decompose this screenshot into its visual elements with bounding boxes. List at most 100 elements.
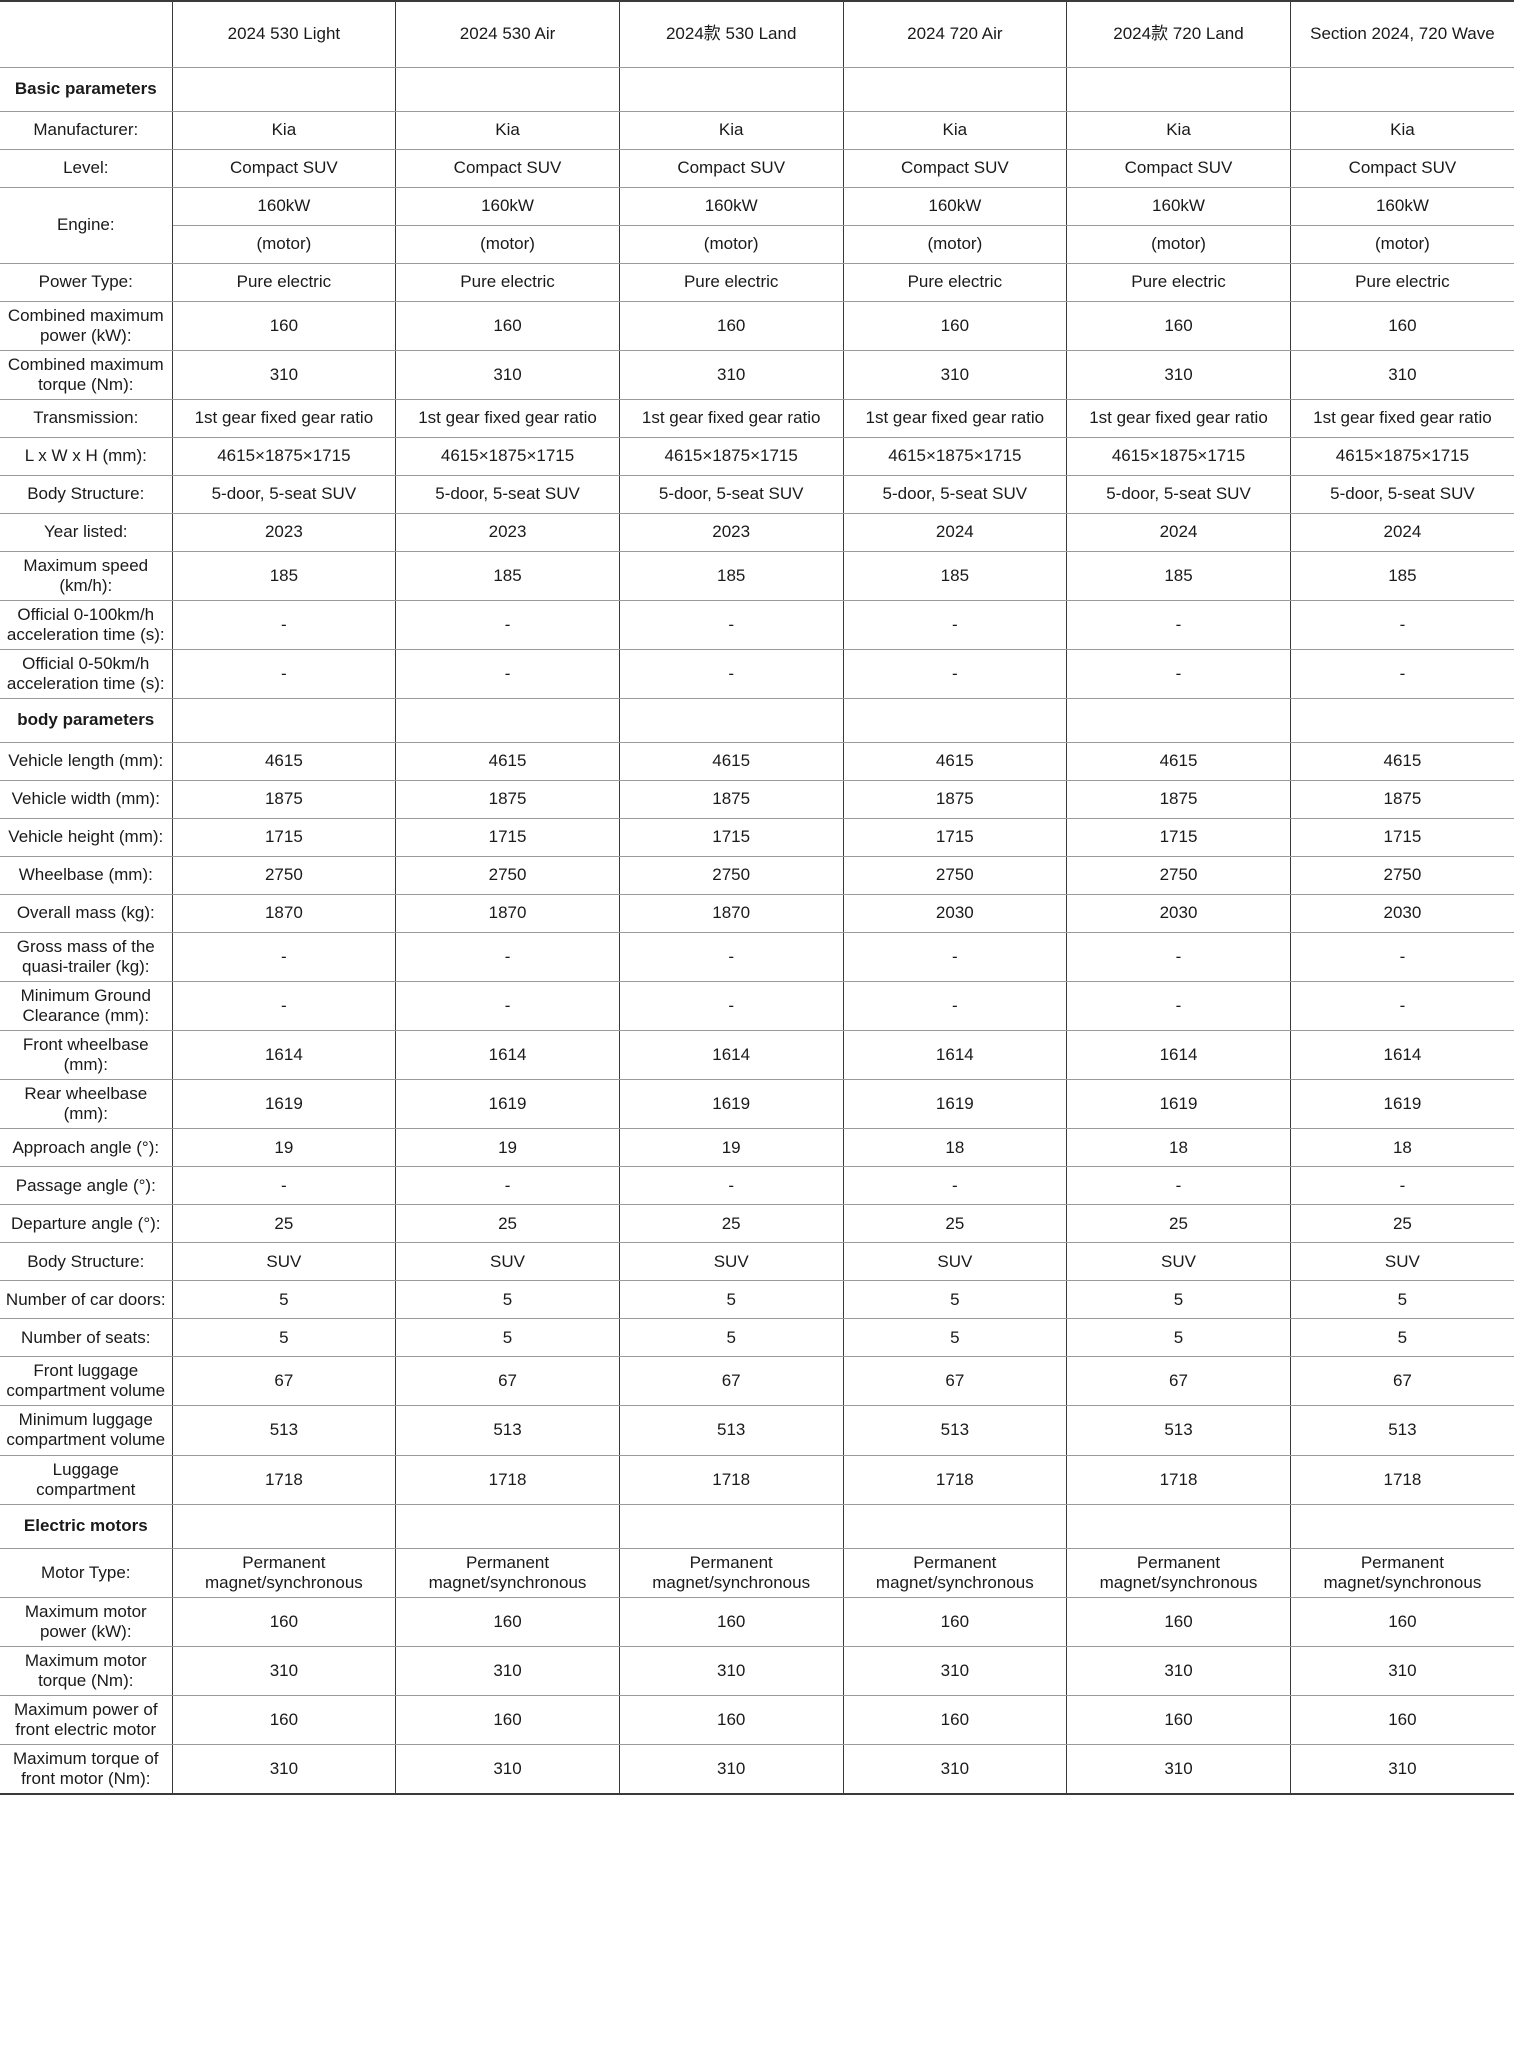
cell-r10-c5: 2024 <box>1066 513 1291 552</box>
cell-r31-c1: 1718 <box>172 1455 397 1505</box>
cell-r7-c2: 1st gear fixed gear ratio <box>395 399 620 438</box>
section-empty-cell <box>395 67 620 112</box>
table-row: Combined maximum power (kW): 160 160 160 160… <box>0 301 1514 351</box>
cell-engine-type-3: (motor) <box>619 225 844 264</box>
cell-r29-c6: 67 <box>1290 1356 1514 1407</box>
cell-r20-c6: - <box>1290 981 1514 1032</box>
cell-r4-c2: Pure electric <box>395 263 620 302</box>
cell-r8-c2: 4615×1875×1715 <box>395 437 620 476</box>
cell-r21-c3: 1614 <box>619 1030 844 1081</box>
table-row: Departure angle (°): 25 25 25 25 25 25 <box>0 1204 1514 1244</box>
cell-r36-c6: 310 <box>1290 1744 1514 1795</box>
cell-r8-c5: 4615×1875×1715 <box>1066 437 1291 476</box>
cell-r35-c5: 160 <box>1066 1695 1291 1746</box>
cell-r29-c1: 67 <box>172 1356 397 1407</box>
section-empty-cell <box>1066 67 1291 112</box>
cell-r18-c5: 2030 <box>1066 894 1291 933</box>
cell-engine-type-1: (motor) <box>172 225 397 264</box>
cell-r8-c3: 4615×1875×1715 <box>619 437 844 476</box>
row-label: Body Structure: <box>0 1242 173 1282</box>
section-empty-cell <box>1066 1504 1291 1549</box>
section-title-basic: Basic parameters <box>0 67 173 112</box>
cell-r4-c1: Pure electric <box>172 263 397 302</box>
table-row: Body Structure: SUV SUV SUV SUV SUV SUV <box>0 1242 1514 1282</box>
cell-r9-c2: 5-door, 5-seat SUV <box>395 475 620 514</box>
table-corner-cell <box>0 1 173 68</box>
cell-r35-c6: 160 <box>1290 1695 1514 1746</box>
cell-r8-c4: 4615×1875×1715 <box>843 437 1068 476</box>
cell-r10-c4: 2024 <box>843 513 1068 552</box>
cell-r16-c1: 1715 <box>172 818 397 857</box>
cell-r19-c4: - <box>843 932 1068 983</box>
cell-r33-c2: 160 <box>395 1597 620 1647</box>
cell-r26-c3: SUV <box>619 1242 844 1282</box>
table-row: Vehicle width (mm): 1875 1875 1875 1875 1875 1… <box>0 780 1514 819</box>
cell-r18-c6: 2030 <box>1290 894 1514 933</box>
cell-r15-c5: 1875 <box>1066 780 1291 819</box>
cell-r12-c5: - <box>1066 600 1291 650</box>
cell-r4-c5: Pure electric <box>1066 263 1291 302</box>
table-row: Combined maximum torque (Nm): 310 310 310 31… <box>0 350 1514 400</box>
cell-r9-c4: 5-door, 5-seat SUV <box>843 475 1068 514</box>
table-row: Vehicle length (mm): 4615 4615 4615 4615 4615… <box>0 742 1514 781</box>
row-label-engine: Engine: <box>0 187 173 264</box>
cell-r23-c6: 18 <box>1290 1128 1514 1168</box>
cell-engine-power-6: 160kW <box>1290 187 1514 226</box>
cell-r33-c5: 160 <box>1066 1597 1291 1647</box>
row-label: Official 0-50km/h acceleration time (s): <box>0 649 173 699</box>
cell-r17-c6: 2750 <box>1290 856 1514 895</box>
cell-r27-c5: 5 <box>1066 1280 1291 1320</box>
section-header-row-body: body parameters <box>0 698 1514 743</box>
cell-r14-c6: 4615 <box>1290 742 1514 781</box>
cell-r36-c5: 310 <box>1066 1744 1291 1795</box>
cell-r20-c2: - <box>395 981 620 1032</box>
cell-r9-c5: 5-door, 5-seat SUV <box>1066 475 1291 514</box>
table-row: L x W x H (mm): 4615×1875×1715 4615×1875×1… <box>0 437 1514 476</box>
table-row: Maximum speed (km/h): 185 185 185 185 185 185 <box>0 551 1514 601</box>
section-empty-cell <box>843 1504 1068 1549</box>
cell-r32-c3: Permanent magnet/synchronous <box>619 1548 844 1598</box>
cell-r24-c5: - <box>1066 1166 1291 1206</box>
table-row: Front wheelbase (mm): 1614 1614 1614 1614 161… <box>0 1030 1514 1081</box>
row-label: Rear wheelbase (mm): <box>0 1079 173 1130</box>
row-label: Minimum luggage compartment volume <box>0 1405 173 1456</box>
cell-r23-c3: 19 <box>619 1128 844 1168</box>
cell-r21-c6: 1614 <box>1290 1030 1514 1081</box>
table-row: Power Type: Pure electric Pure electric Pur… <box>0 263 1514 302</box>
cell-r1-c5: Kia <box>1066 111 1291 150</box>
row-label: Power Type: <box>0 263 173 302</box>
cell-r23-c2: 19 <box>395 1128 620 1168</box>
cell-r10-c3: 2023 <box>619 513 844 552</box>
cell-r2-c4: Compact SUV <box>843 149 1068 188</box>
row-label: Official 0-100km/h acceleration time (s)… <box>0 600 173 650</box>
cell-r27-c1: 5 <box>172 1280 397 1320</box>
cell-r14-c5: 4615 <box>1066 742 1291 781</box>
cell-r34-c4: 310 <box>843 1646 1068 1696</box>
row-label: Motor Type: <box>0 1548 173 1598</box>
section-title-motors: Electric motors <box>0 1504 173 1549</box>
cell-r17-c2: 2750 <box>395 856 620 895</box>
cell-r10-c6: 2024 <box>1290 513 1514 552</box>
table-row: Maximum motor power (kW): 160 160 160 160 160… <box>0 1597 1514 1647</box>
cell-r24-c1: - <box>172 1166 397 1206</box>
cell-r16-c2: 1715 <box>395 818 620 857</box>
cell-r2-c1: Compact SUV <box>172 149 397 188</box>
cell-r22-c1: 1619 <box>172 1079 397 1130</box>
table-row: (motor) (motor) (motor) (motor) (motor) (moto… <box>0 225 1514 264</box>
table-row: Maximum motor torque (Nm): 310 310 310 310 31… <box>0 1646 1514 1696</box>
cell-r28-c5: 5 <box>1066 1318 1291 1358</box>
cell-r10-c2: 2023 <box>395 513 620 552</box>
cell-engine-power-3: 160kW <box>619 187 844 226</box>
table-row: Official 0-100km/h acceleration time (s)… <box>0 600 1514 650</box>
cell-r7-c3: 1st gear fixed gear ratio <box>619 399 844 438</box>
cell-r28-c3: 5 <box>619 1318 844 1358</box>
cell-r35-c4: 160 <box>843 1695 1068 1746</box>
cell-r34-c6: 310 <box>1290 1646 1514 1696</box>
cell-r36-c3: 310 <box>619 1744 844 1795</box>
section-header-row-motors: Electric motors <box>0 1504 1514 1549</box>
cell-r6-c1: 310 <box>172 350 397 400</box>
column-header-3: 2024款 530 Land <box>619 1 844 68</box>
cell-r30-c2: 513 <box>395 1405 620 1456</box>
cell-r14-c2: 4615 <box>395 742 620 781</box>
cell-r13-c1: - <box>172 649 397 699</box>
